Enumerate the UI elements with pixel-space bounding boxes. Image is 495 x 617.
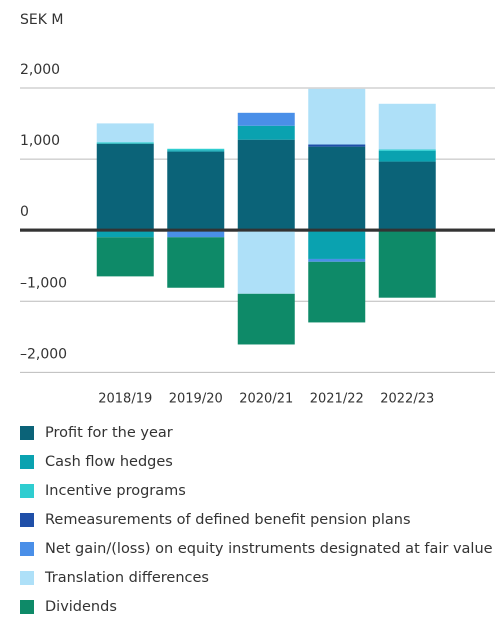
bar-segment bbox=[237, 112, 295, 126]
legend-label: Incentive programs bbox=[45, 483, 186, 499]
legend-label: Net gain/(loss) on equity instruments de… bbox=[45, 541, 493, 557]
y-tick-label: –2,000 bbox=[20, 346, 67, 362]
legend-label: Profit for the year bbox=[45, 425, 173, 441]
y-axis-label: SEK M bbox=[20, 12, 63, 28]
legend-swatch bbox=[20, 513, 34, 527]
bar-segment bbox=[308, 230, 366, 259]
legend-swatch bbox=[20, 455, 34, 469]
legend-swatch bbox=[20, 426, 34, 440]
bar-segment bbox=[237, 139, 295, 231]
bar-segment bbox=[96, 230, 154, 238]
legend-label: Dividends bbox=[45, 599, 117, 615]
legend-label: Cash flow hedges bbox=[45, 454, 173, 470]
bar-segment bbox=[378, 230, 436, 298]
bar-segment bbox=[308, 261, 366, 323]
y-tick-label: 0 bbox=[20, 204, 29, 220]
x-tick-label: 2021/22 bbox=[310, 392, 364, 407]
legend-swatch bbox=[20, 600, 34, 614]
bar-segment bbox=[96, 237, 154, 277]
bar-segment bbox=[167, 151, 225, 231]
bar-segment bbox=[167, 150, 225, 152]
y-tick-label: 1,000 bbox=[20, 133, 60, 149]
bar-segment bbox=[96, 143, 154, 231]
bar-segment bbox=[308, 88, 366, 145]
bar-segment bbox=[308, 146, 366, 231]
bar-segment bbox=[308, 144, 366, 147]
bar-segment bbox=[167, 237, 225, 288]
bar-segment bbox=[308, 258, 366, 262]
bar-segment bbox=[378, 149, 436, 151]
legend-swatch bbox=[20, 571, 34, 585]
legend-label: Remeasurements of defined benefit pensio… bbox=[45, 512, 411, 528]
bar-segment bbox=[378, 150, 436, 162]
x-tick-label: 2018/19 bbox=[98, 392, 152, 407]
bar-segment bbox=[167, 148, 225, 151]
x-tick-label: 2020/21 bbox=[239, 392, 293, 407]
bar-segment bbox=[167, 230, 225, 238]
bar-segment bbox=[237, 125, 295, 140]
y-tick-label: –1,000 bbox=[20, 275, 67, 291]
y-tick-label: 2,000 bbox=[20, 62, 60, 78]
legend-label: Translation differences bbox=[44, 570, 209, 586]
x-tick-label: 2022/23 bbox=[380, 392, 434, 407]
legend-swatch bbox=[20, 484, 34, 498]
x-tick-label: 2019/20 bbox=[169, 392, 223, 407]
bar-segment bbox=[378, 103, 436, 150]
bar-segment bbox=[96, 123, 154, 143]
bar-segment bbox=[237, 293, 295, 345]
bar-segment bbox=[378, 161, 436, 231]
bar-segment bbox=[96, 142, 154, 144]
bar-segment bbox=[237, 230, 295, 294]
legend-swatch bbox=[20, 542, 34, 556]
